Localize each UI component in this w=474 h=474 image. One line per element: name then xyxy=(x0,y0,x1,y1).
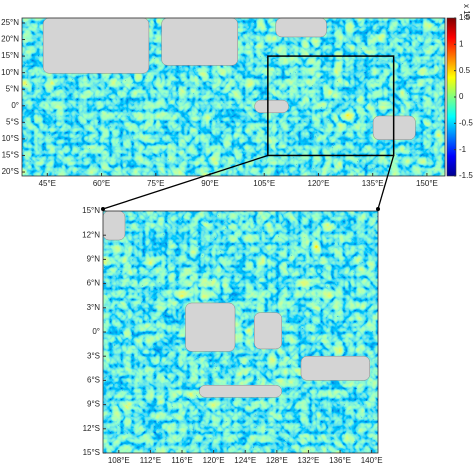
colorbar-tick-label: -0.5 xyxy=(459,118,473,127)
y-tick-label: 5°S xyxy=(6,117,19,126)
y-tick-label: 9°S xyxy=(87,400,100,409)
y-tick-label: 12°N xyxy=(82,230,100,239)
x-tick-label: 120°E xyxy=(203,456,225,465)
x-tick-label: 124°E xyxy=(234,456,256,465)
x-tick-label: 60°E xyxy=(93,179,110,188)
y-tick-label: 9°N xyxy=(87,255,101,264)
ocean-field xyxy=(103,211,378,453)
land xyxy=(254,312,282,350)
y-tick-label: 20°S xyxy=(2,167,19,176)
land xyxy=(42,17,150,74)
x-tick-label: 108°E xyxy=(108,456,130,465)
y-tick-label: 0° xyxy=(92,327,100,336)
y-tick-label: 20°N xyxy=(1,35,19,44)
colorbar-label: x 10 xyxy=(462,4,471,20)
y-tick-label: 0° xyxy=(11,101,19,110)
x-tick-label: 105°E xyxy=(253,179,275,188)
x-tick-label: 140°E xyxy=(361,456,383,465)
layer: 45°E 60°E 75°E 90°E 105°E 120°E 135°E 150°E 25°N… xyxy=(1,4,473,465)
land xyxy=(199,384,282,398)
x-tick-label: 136°E xyxy=(329,456,351,465)
x-tick-label: 112°E xyxy=(140,456,161,465)
land xyxy=(102,210,126,241)
y-tick-label: 3°S xyxy=(87,351,100,360)
y-tick-label: 6°S xyxy=(87,376,100,385)
y-tick-label: 15°S xyxy=(83,448,100,457)
y-tick-label: 5°N xyxy=(6,84,20,93)
x-tick-label: 45°E xyxy=(39,179,56,188)
map-frame xyxy=(21,17,446,177)
colorbar-tick-label: 1.5 xyxy=(459,13,471,22)
x-tick-label: 120°E xyxy=(308,179,330,188)
colorbar-tick-label: 0 xyxy=(459,92,464,101)
y-tick-label: 15°S xyxy=(2,151,19,160)
x-tick-label: 132°E xyxy=(298,456,320,465)
colorbar-tick-label: 0.5 xyxy=(459,66,471,75)
x-tick-label: 128°E xyxy=(266,456,288,465)
x-tick-label: 90°E xyxy=(201,179,218,188)
land xyxy=(161,17,238,66)
y-tick-label: 15°N xyxy=(82,206,100,215)
land xyxy=(254,99,289,114)
colorbar-tick-label: 1 xyxy=(459,39,464,48)
colorbar-tick-label: -1 xyxy=(459,145,467,154)
zoom-arrow xyxy=(377,155,395,210)
x-tick-label: 150°E xyxy=(416,179,438,188)
x-tick-label: 116°E xyxy=(171,456,192,465)
y-tick-label: 10°N xyxy=(1,68,19,77)
land xyxy=(300,355,370,381)
zoom-box xyxy=(267,55,395,157)
y-tick-label: 12°S xyxy=(83,424,100,433)
y-tick-label: 3°N xyxy=(87,303,101,312)
x-tick-label: 135°E xyxy=(362,179,384,188)
colorbar-tick-label: -1.5 xyxy=(459,171,473,180)
zoom-arrow xyxy=(102,154,269,210)
y-tick-label: 15°N xyxy=(1,51,19,60)
y-tick-label: 10°S xyxy=(2,134,19,143)
arrow-head xyxy=(101,207,105,211)
land xyxy=(185,302,236,352)
x-tick-label: 75°E xyxy=(147,179,164,188)
y-tick-label: 6°N xyxy=(87,279,101,288)
arrow-head xyxy=(376,207,380,211)
land xyxy=(275,17,327,38)
y-tick-label: 25°N xyxy=(1,18,19,27)
